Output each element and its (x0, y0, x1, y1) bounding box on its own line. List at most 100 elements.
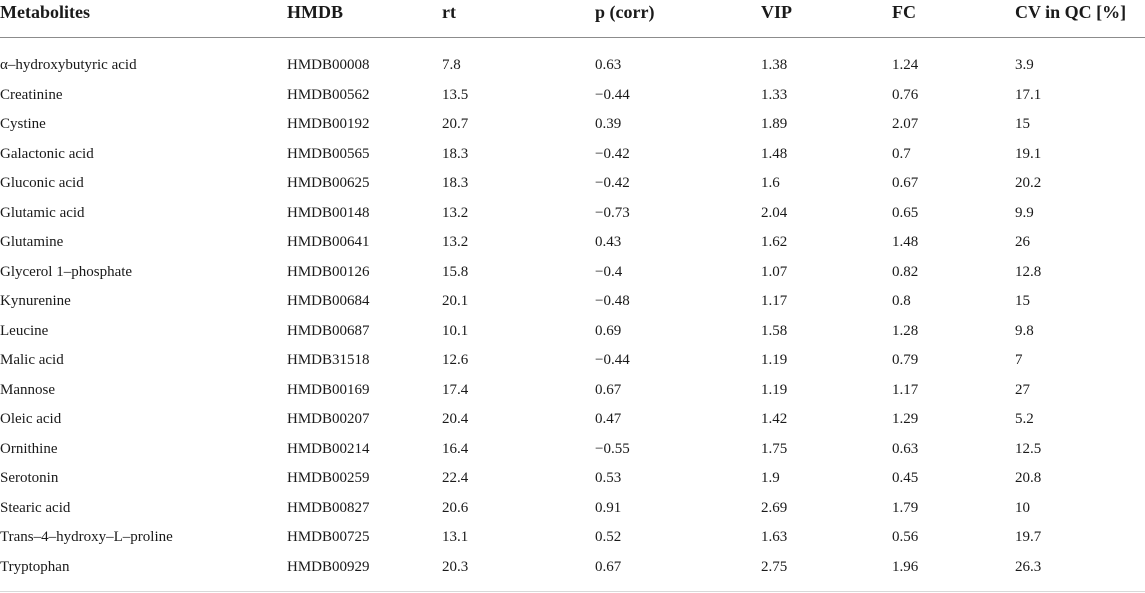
cell-fc: 0.67 (892, 175, 919, 191)
cell-vip: 2.75 (761, 558, 788, 575)
cell-p-corr: 0.91 (595, 499, 622, 516)
cell-cv-in-qc: 5.2 (1015, 411, 1034, 427)
cell-metabolite: Oleic acid (0, 411, 62, 427)
cell-p-corr: 0.47 (595, 411, 622, 427)
cell-metabolite: Stearic acid (0, 499, 71, 516)
header-metabolites: Metabolites (0, 2, 90, 22)
cell-metabolite: α–hydroxybutyric acid (0, 57, 137, 73)
cell-p-corr: −0.44 (595, 86, 630, 103)
cell-fc: 0.7 (892, 145, 911, 162)
cell-p-corr: 0.39 (595, 116, 622, 132)
table-row: Glutamic acid HMDB00148 13.2 −0.73 2.04 0.65 9… (0, 199, 1145, 229)
cell-rt: 15.8 (442, 263, 469, 280)
cell-vip: 1.19 (761, 352, 788, 368)
cell-rt: 13.1 (442, 529, 469, 545)
cell-p-corr: 0.69 (595, 322, 622, 339)
header-cv-in-qc: CV in QC [%] (1015, 2, 1127, 22)
cell-rt: 7.8 (442, 57, 461, 73)
cell-p-corr: 0.67 (595, 558, 622, 575)
header-vip: VIP (761, 2, 792, 22)
cell-fc: 1.48 (892, 234, 919, 250)
header-spacer (0, 38, 1145, 51)
cell-cv-in-qc: 3.9 (1015, 57, 1034, 73)
cell-metabolite: Glutamic acid (0, 204, 85, 221)
cell-fc: 0.8 (892, 293, 911, 309)
cell-metabolite: Glutamine (0, 234, 64, 250)
header-hmdb: HMDB (287, 2, 343, 22)
cell-metabolite: Mannose (0, 381, 55, 398)
header-rt: rt (442, 2, 456, 22)
cell-hmdb: HMDB00929 (287, 558, 370, 575)
cell-rt: 22.4 (442, 470, 469, 486)
cell-cv-in-qc: 7 (1015, 352, 1023, 368)
cell-fc: 0.82 (892, 263, 919, 280)
cell-hmdb: HMDB00207 (287, 411, 370, 427)
table-bottom-rule (0, 591, 1145, 592)
cell-p-corr: 0.53 (595, 470, 622, 486)
cell-cv-in-qc: 26 (1015, 234, 1030, 250)
cell-rt: 13.2 (442, 204, 469, 221)
cell-hmdb: HMDB00259 (287, 470, 370, 486)
cell-rt: 20.7 (442, 116, 469, 132)
cell-hmdb: HMDB00565 (287, 145, 370, 162)
table-row: Tryptophan HMDB00929 20.3 0.67 2.75 1.96 26.3 (0, 553, 1145, 583)
cell-hmdb: HMDB00126 (287, 263, 370, 280)
cell-metabolite: Tryptophan (0, 558, 70, 575)
cell-fc: 1.17 (892, 381, 919, 398)
table-row: α–hydroxybutyric acid HMDB00008 7.8 0.63 1.3… (0, 51, 1145, 81)
cell-rt: 13.5 (442, 86, 469, 103)
cell-fc: 0.63 (892, 440, 919, 457)
cell-cv-in-qc: 15 (1015, 116, 1030, 132)
cell-p-corr: −0.48 (595, 293, 630, 309)
cell-metabolite: Malic acid (0, 352, 64, 368)
cell-rt: 20.1 (442, 293, 469, 309)
cell-cv-in-qc: 20.8 (1015, 470, 1042, 486)
cell-p-corr: 0.63 (595, 57, 622, 73)
cell-metabolite: Galactonic acid (0, 145, 94, 162)
cell-p-corr: −0.42 (595, 145, 630, 162)
cell-cv-in-qc: 12.5 (1015, 440, 1042, 457)
cell-fc: 1.29 (892, 411, 919, 427)
cell-hmdb: HMDB00725 (287, 529, 370, 545)
table-row: Malic acid HMDB31518 12.6 −0.44 1.19 0.79 7 (0, 346, 1145, 376)
table-row: Serotonin HMDB00259 22.4 0.53 1.9 0.45 20.8 (0, 464, 1145, 494)
cell-fc: 0.76 (892, 86, 919, 103)
cell-metabolite: Ornithine (0, 440, 58, 457)
cell-metabolite: Gluconic acid (0, 175, 84, 191)
cell-hmdb: HMDB00148 (287, 204, 370, 221)
cell-p-corr: −0.55 (595, 440, 630, 457)
table-body: α–hydroxybutyric acid HMDB00008 7.8 0.63 1.3… (0, 51, 1145, 582)
cell-fc: 1.96 (892, 558, 919, 575)
cell-vip: 1.6 (761, 175, 780, 191)
table-row: Glycerol 1–phosphate HMDB00126 15.8 −0.4 1.0… (0, 258, 1145, 288)
cell-fc: 0.79 (892, 352, 919, 368)
cell-p-corr: −0.73 (595, 204, 630, 221)
cell-p-corr: 0.43 (595, 234, 622, 250)
cell-fc: 1.28 (892, 322, 919, 339)
cell-fc: 2.07 (892, 116, 919, 132)
table-row: Glutamine HMDB00641 13.2 0.43 1.62 1.48 26 (0, 228, 1145, 258)
cell-rt: 17.4 (442, 381, 469, 398)
table-header: Metabolites HMDB rt p (corr) VIP FC CV i… (0, 0, 1145, 38)
cell-vip: 1.38 (761, 57, 788, 73)
table-row: Mannose HMDB00169 17.4 0.67 1.19 1.17 27 (0, 376, 1145, 406)
header-fc: FC (892, 2, 916, 22)
cell-p-corr: −0.4 (595, 263, 623, 280)
cell-fc: 0.56 (892, 529, 919, 545)
cell-metabolite: Glycerol 1–phosphate (0, 263, 133, 280)
cell-hmdb: HMDB00641 (287, 234, 370, 250)
cell-vip: 1.9 (761, 470, 780, 486)
cell-rt: 12.6 (442, 352, 469, 368)
cell-metabolite: Kynurenine (0, 293, 71, 309)
cell-hmdb: HMDB00625 (287, 175, 370, 191)
cell-hmdb: HMDB00169 (287, 381, 370, 398)
cell-hmdb: HMDB00562 (287, 86, 370, 103)
cell-vip: 1.19 (761, 381, 788, 398)
table-row: Leucine HMDB00687 10.1 0.69 1.58 1.28 9.8 (0, 317, 1145, 347)
cell-p-corr: −0.42 (595, 175, 630, 191)
cell-p-corr: 0.67 (595, 381, 622, 398)
cell-rt: 20.3 (442, 558, 469, 575)
cell-fc: 1.24 (892, 57, 919, 73)
cell-metabolite: Leucine (0, 322, 49, 339)
